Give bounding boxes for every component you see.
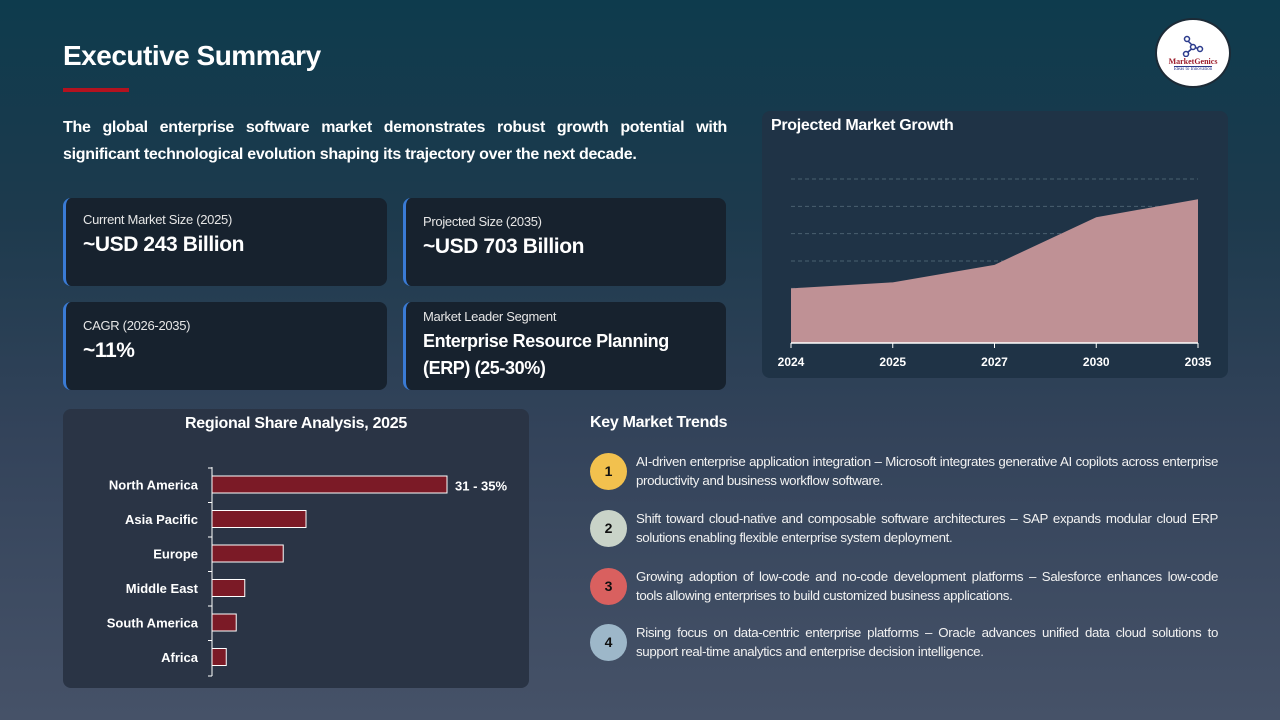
network-icon [1182,35,1204,57]
category-label: Middle East [126,581,199,596]
logo-name: MarketGenics [1168,56,1218,66]
bar [211,613,237,632]
card-label: CAGR (2026-2035) [83,318,191,333]
trend-text: AI-driven enterprise application integra… [636,454,1218,488]
bar [211,475,448,494]
page-title: Executive Summary [63,40,321,71]
chart-title: Regional Share Analysis, 2025 [185,415,407,432]
card-projected-size: Projected Size (2035) ~USD 703 Billion [403,198,726,286]
category-label: South America [107,616,199,631]
trend-text: Shift toward cloud-native and composable… [636,511,1218,545]
data-label: 31 - 35% [455,479,507,494]
card-value: ~USD 243 Billion [83,233,245,256]
trend-number-badge: 4 [590,623,627,661]
area-chart: 2024 2025 2027 2030 2035 [778,178,1212,369]
x-tick-label: 2027 [981,355,1008,369]
chart-title: Projected Market Growth [771,117,954,134]
x-tick-label: 2030 [1083,355,1110,369]
logo-tagline: Ideas to Innovation [1173,65,1213,72]
trends-title: Key Market Trends [590,414,728,431]
company-logo: MarketGenics Ideas to Innovation [1155,18,1231,88]
area-series [791,199,1198,343]
trend-item: 2 Shift toward cloud-native and composabl… [590,509,1218,547]
category-label: North America [109,478,199,493]
regional-share-panel: Regional Share Analysis, 2025 North Amer… [63,409,529,688]
title-underline [63,88,129,92]
card-value: ~USD 703 Billion [423,235,585,258]
card-market-leader: Market Leader Segment Enterprise Resourc… [403,302,726,390]
trend-number-badge: 3 [590,567,627,605]
bar [211,544,284,563]
card-label: Market Leader Segment [423,309,557,324]
trend-text: Growing adoption of low-code and no-code… [636,569,1218,603]
trend-item: 1 AI-driven enterprise application integr… [590,452,1218,490]
trend-number-badge: 1 [590,452,627,490]
trend-item: 3 Growing adoption of low-code and no-cod… [590,567,1218,605]
x-tick-label: 2024 [778,355,805,369]
card-label: Current Market Size (2025) [83,212,232,227]
projected-growth-panel: Projected Market Growth 2024 2025 2027 2030… [762,111,1228,378]
bar-chart: North America 31 - 35% Asia Pacific Europe M… [107,467,507,677]
card-label: Projected Size (2035) [423,214,542,229]
card-current-market-size: Current Market Size (2025) ~USD 243 Bill… [63,198,387,286]
trend-text: Rising focus on data-centric enterprise … [636,625,1218,659]
card-cagr: CAGR (2026-2035) ~11% [63,302,387,390]
card-value: ~11% [83,339,135,362]
x-tick-label: 2035 [1185,355,1212,369]
category-label: Africa [161,650,199,665]
bar [211,579,246,597]
bar [211,510,307,528]
category-label: Europe [153,547,198,562]
trend-number-badge: 2 [590,509,627,547]
x-tick-label: 2025 [879,355,906,369]
bar [211,648,227,666]
trend-item: 4 Rising focus on data-centric enterprise… [590,623,1218,661]
category-label: Asia Pacific [125,512,198,527]
card-value: Enterprise Resource Planning (ERP) (25-3… [423,331,669,378]
intro-text: The global enterprise software market de… [63,119,727,163]
